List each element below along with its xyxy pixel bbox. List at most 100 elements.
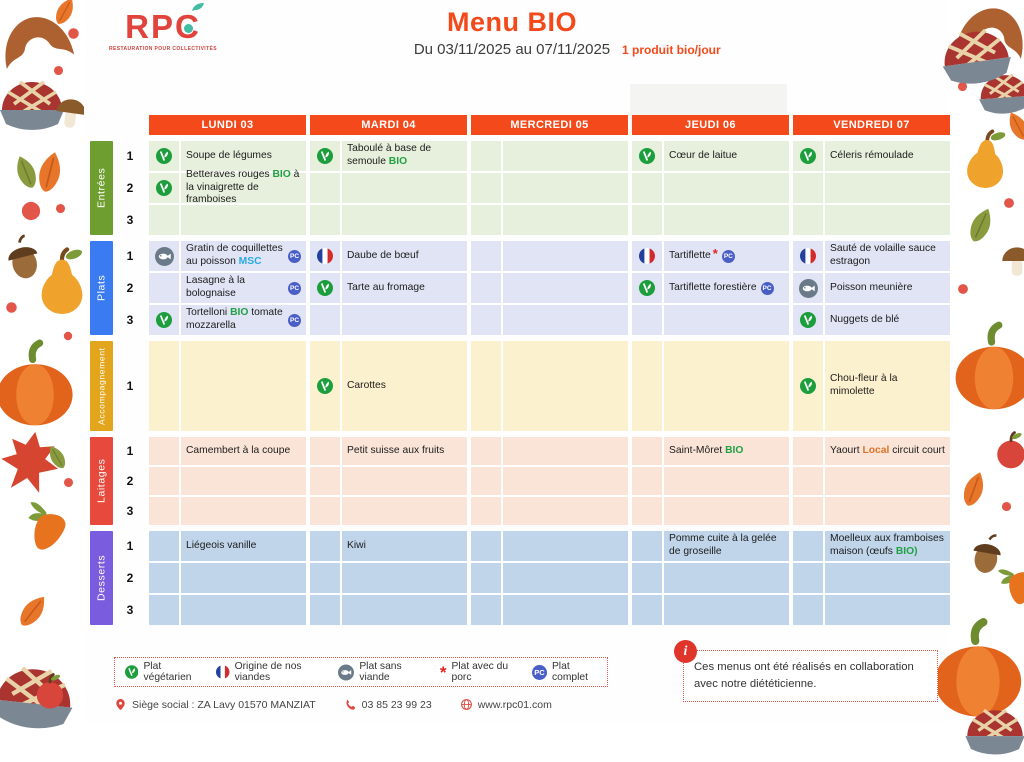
fish-icon [798,278,818,298]
menu-cell-icon-box [471,595,501,625]
menu-cell [149,467,306,495]
menu-cell-text: Soupe de légumes [181,141,306,171]
decoration-berry-icon [1000,500,1013,513]
menu-cell-text [664,595,789,625]
menu-cell-icon-box [793,141,823,171]
menu-cell [149,497,306,525]
menu-cell-icon-box [310,467,340,495]
menu-cell-text [503,273,628,303]
menu-cell-text: Petit suisse aux fruits [342,437,467,465]
menu-cell-text [664,205,789,235]
menu-cell-icon-box [793,531,823,561]
menu-cell-icon-box [471,341,501,431]
row-number: 3 [126,313,134,327]
menu-cell-icon-box [793,205,823,235]
menu-row: 3 [115,497,950,525]
row-number: 3 [126,603,134,617]
menu-row: 3 Tortelloni BIO tomate mozzarella PC Nugge… [115,305,950,335]
rpc-logo: RPC RESTAURATION POUR COLLECTIVITÉS [104,3,222,52]
menu-cell-icon-box [149,497,179,525]
menu-cell-icon-box [149,563,179,593]
footer-item-globe: www.rpc01.com [460,698,552,711]
menu-cell-icon-box [793,241,823,271]
menu-row: 2 Betteraves rouges BIO à la vinaigrette … [115,169,950,205]
fish-icon [154,246,174,266]
menu-cell-text: Kiwi [342,531,467,561]
menu-cell-text: Nuggets de blé [825,305,950,335]
menu-cell-text: Taboulé à base de semoule BIO [342,141,467,171]
menu-cell-text [503,241,628,271]
menu-cell-icon-box [793,437,823,465]
menu-cell-icon-box [793,497,823,525]
decoration-berry-icon [54,202,67,215]
decoration-leaf2-icon [0,146,52,198]
menu-cell-icon-box [310,497,340,525]
section-label-desserts: Desserts [90,531,113,625]
menu-cell-icon-box [149,241,179,271]
menu-cell-icon-box [149,141,179,171]
menu-cell-text [825,205,950,235]
menu-item-text: Daube de bœuf [347,249,419,261]
menu-cell-icon-box [310,531,340,561]
menu-cell-icon-box [632,467,662,495]
menu-cell-text [503,341,628,431]
section-accompagnement: Accompagnement 1 Carottes Chou-fleur à la m… [90,341,950,431]
section-rows-entrees: 1 Soupe de légumes Taboulé à base de semou… [115,141,950,235]
menu-item-text: Tartiflette forestière [669,281,757,293]
menu-cell [149,563,306,593]
menu-cell-text [342,563,467,593]
menu-item-text: Tartiflette [669,249,711,261]
section-rows-laitages: 1 Camembert à la coupe Petit suisse aux fr… [115,437,950,525]
menu-cell [632,595,789,625]
menu-cell: Pomme cuite à la gelée de groseille [632,531,789,561]
decoration-berry-icon [62,330,74,342]
decoration-acorn-icon [958,524,1016,582]
info-box: i Ces menus ont été réalisés en collabor… [674,640,938,702]
decoration-berry-icon [956,282,970,296]
footer-item-phone: 03 85 23 99 23 [344,698,432,711]
menu-cell-icon-box [310,273,340,303]
vegetarian-icon [125,665,139,679]
section-laitages: Laitages 1 Camembert à la coupe Petit suiss… [90,437,950,525]
menu-cell [632,305,789,335]
decoration-leaf-icon [994,102,1024,151]
menu-cell-text [181,467,306,495]
decoration-mushroom-icon [996,240,1024,282]
menu-cell [471,305,628,335]
menu-item-text: Saint-Môret BIO [669,444,744,456]
row-number: 1 [126,444,134,458]
decoration-leaf-icon [42,0,88,34]
plat-complet-badge: PC [288,281,301,295]
vegetarian-icon [317,148,333,164]
menu-cell-text [664,173,789,203]
menu-cell [632,467,789,495]
menu-cell [793,497,950,525]
decoration-berry-icon [62,476,75,489]
menu-cell-icon-box [632,273,662,303]
menu-cell: Tartiflette * PC [632,241,789,271]
menu-item-text: Camembert à la coupe [186,444,291,456]
menu-cell-text [664,305,789,335]
menu-table: LUNDI 03 MARDI 04 MERCREDI 05 JEUDI 06 VENDR… [90,115,950,625]
menu-cell [793,563,950,593]
menu-cell [471,531,628,561]
menu-cell-text: Gratin de coquillettes au poisson MSC PC [181,241,306,271]
menu-cell [149,595,306,625]
menu-cell-text [503,173,628,203]
menu-cell: Tarte au fromage [310,273,467,303]
menu-cell-icon-box [471,273,501,303]
menu-cell-icon-box [471,205,501,235]
menu-cell-icon-box [632,241,662,271]
menu-item-text: Sauté de volaille sauce estragon [830,243,936,267]
menu-cell [471,273,628,303]
menu-cell-text [503,563,628,593]
menu-cell-text: Saint-Môret BIO [664,437,789,465]
menu-item-text: Moelleux aux framboises maison (œufs BIO… [830,533,944,557]
decoration-pie-icon [0,58,72,138]
menu-cell [793,595,950,625]
menu-cell-text: Tortelloni BIO tomate mozzarella PC [181,305,306,335]
decoration-berry-icon [1002,196,1016,210]
french-flag-icon [216,665,230,679]
menu-cell-icon-box [471,241,501,271]
menu-item-text: Carottes [347,379,386,391]
